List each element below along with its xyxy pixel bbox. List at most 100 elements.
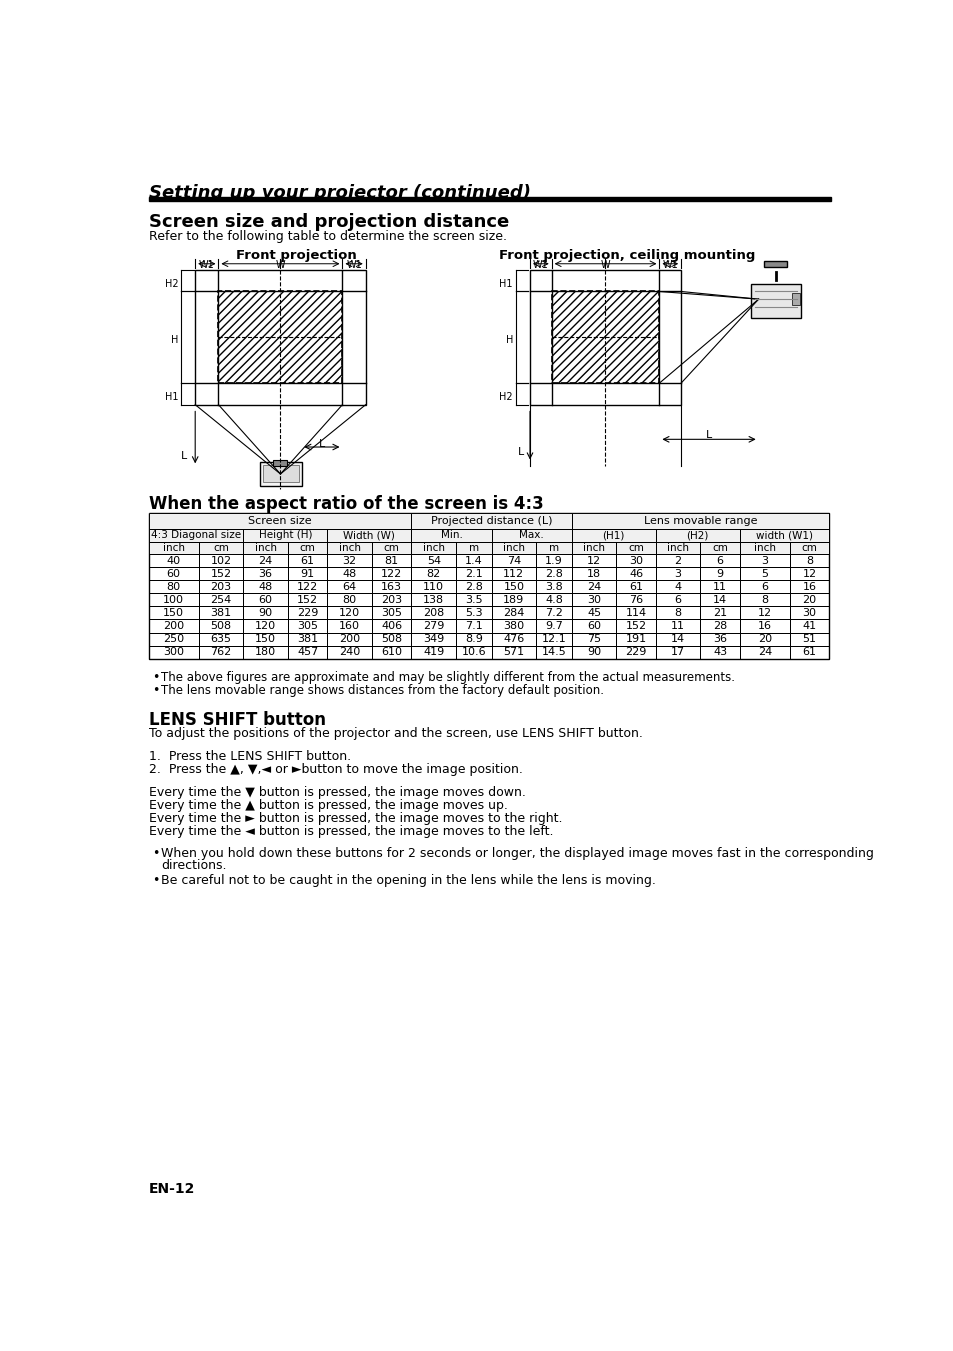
Text: 191: 191 bbox=[625, 634, 646, 644]
Text: inch: inch bbox=[338, 543, 360, 553]
Bar bbox=[536, 542, 571, 554]
Text: The lens movable range shows distances from the factory default position.: The lens movable range shows distances f… bbox=[161, 684, 603, 697]
Bar bbox=[243, 528, 327, 542]
Text: 457: 457 bbox=[296, 647, 318, 657]
Text: 12.1: 12.1 bbox=[541, 634, 566, 644]
Bar bbox=[411, 632, 456, 646]
Text: 229: 229 bbox=[625, 647, 646, 657]
Bar bbox=[456, 554, 491, 567]
Bar bbox=[536, 593, 571, 607]
Text: 61: 61 bbox=[801, 647, 816, 657]
Bar bbox=[411, 542, 456, 554]
Bar bbox=[739, 607, 789, 620]
Text: 305: 305 bbox=[296, 621, 317, 631]
Bar bbox=[288, 632, 327, 646]
Text: 8: 8 bbox=[674, 608, 681, 617]
Text: 16: 16 bbox=[757, 621, 771, 631]
Text: 60: 60 bbox=[258, 594, 273, 605]
Text: 163: 163 bbox=[381, 582, 402, 592]
Bar bbox=[372, 632, 411, 646]
Bar bbox=[491, 593, 536, 607]
Text: (H2): (H2) bbox=[686, 530, 708, 540]
Bar bbox=[149, 542, 198, 554]
Text: inch: inch bbox=[163, 543, 185, 553]
Text: 24: 24 bbox=[258, 555, 273, 566]
Text: L: L bbox=[180, 451, 187, 461]
Bar bbox=[655, 528, 739, 542]
Text: 12: 12 bbox=[586, 555, 600, 566]
Bar bbox=[327, 567, 372, 580]
Text: Max.: Max. bbox=[518, 530, 543, 540]
Text: L: L bbox=[705, 430, 711, 440]
Bar bbox=[491, 646, 536, 659]
Text: 1.4: 1.4 bbox=[464, 555, 482, 566]
Bar bbox=[149, 554, 198, 567]
Bar bbox=[327, 528, 411, 542]
Text: 61: 61 bbox=[300, 555, 314, 566]
Text: H2: H2 bbox=[164, 278, 178, 289]
Bar bbox=[616, 607, 655, 620]
Bar bbox=[655, 542, 700, 554]
Bar bbox=[149, 513, 828, 659]
Bar bbox=[571, 620, 616, 632]
Bar bbox=[243, 646, 288, 659]
Text: W1: W1 bbox=[346, 259, 361, 270]
Bar bbox=[327, 593, 372, 607]
Text: Width (W): Width (W) bbox=[343, 530, 395, 540]
Text: 254: 254 bbox=[210, 594, 232, 605]
Bar bbox=[327, 542, 372, 554]
Bar bbox=[700, 542, 739, 554]
Text: •: • bbox=[152, 671, 159, 684]
Text: 12: 12 bbox=[801, 569, 816, 578]
Text: W: W bbox=[275, 259, 285, 270]
Text: 21: 21 bbox=[712, 608, 726, 617]
Bar bbox=[536, 620, 571, 632]
Bar bbox=[149, 607, 198, 620]
Text: 349: 349 bbox=[423, 634, 444, 644]
Bar bbox=[491, 542, 536, 554]
Bar bbox=[700, 632, 739, 646]
Bar bbox=[789, 620, 828, 632]
Text: 30: 30 bbox=[586, 594, 600, 605]
Text: cm: cm bbox=[299, 543, 315, 553]
Text: 229: 229 bbox=[296, 608, 318, 617]
Bar bbox=[655, 554, 700, 567]
Bar bbox=[551, 292, 659, 384]
Bar bbox=[243, 607, 288, 620]
Bar bbox=[149, 542, 198, 554]
Text: 2.8: 2.8 bbox=[544, 569, 562, 578]
Text: Lens movable range: Lens movable range bbox=[643, 516, 757, 526]
Text: H: H bbox=[171, 335, 178, 345]
Bar bbox=[288, 620, 327, 632]
Text: When you hold down these buttons for 2 seconds or longer, the displayed image mo: When you hold down these buttons for 2 s… bbox=[161, 847, 873, 859]
Text: 240: 240 bbox=[338, 647, 360, 657]
Bar bbox=[616, 646, 655, 659]
Bar bbox=[491, 528, 571, 542]
Bar bbox=[571, 580, 616, 593]
Text: 508: 508 bbox=[211, 621, 232, 631]
Text: 91: 91 bbox=[300, 569, 314, 578]
Text: 17: 17 bbox=[670, 647, 684, 657]
Bar bbox=[700, 580, 739, 593]
Text: 6: 6 bbox=[674, 594, 680, 605]
Bar bbox=[262, 466, 298, 482]
Text: 60: 60 bbox=[167, 569, 180, 578]
Bar bbox=[739, 646, 789, 659]
Text: width (W1): width (W1) bbox=[755, 530, 812, 540]
Bar bbox=[456, 646, 491, 659]
Bar bbox=[655, 607, 700, 620]
Text: 200: 200 bbox=[163, 621, 184, 631]
Text: Every time the ◄ button is pressed, the image moves to the left.: Every time the ◄ button is pressed, the … bbox=[149, 825, 553, 838]
Bar bbox=[491, 528, 571, 542]
Bar bbox=[750, 284, 801, 319]
Bar bbox=[536, 542, 571, 554]
Bar bbox=[288, 567, 327, 580]
Bar bbox=[198, 646, 243, 659]
Bar bbox=[456, 607, 491, 620]
Bar bbox=[243, 554, 288, 567]
Text: 48: 48 bbox=[342, 569, 356, 578]
Text: 11: 11 bbox=[713, 582, 726, 592]
Text: 284: 284 bbox=[502, 608, 524, 617]
Text: 20: 20 bbox=[757, 634, 771, 644]
Text: LENS SHIFT button: LENS SHIFT button bbox=[149, 711, 325, 730]
